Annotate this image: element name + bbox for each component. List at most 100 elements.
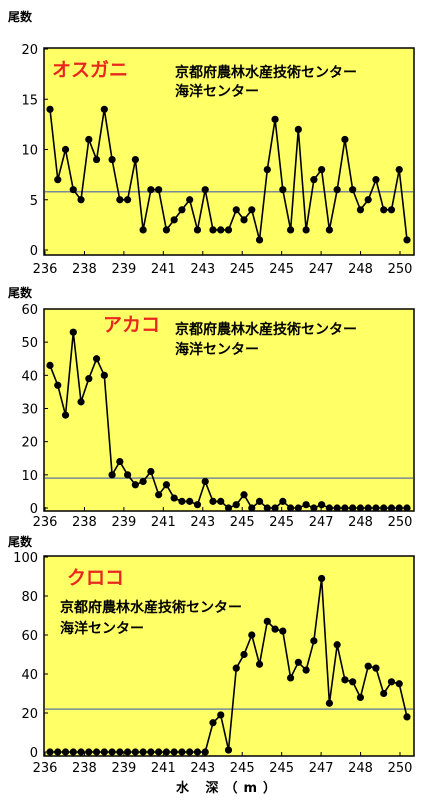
- x-tick-label: 250: [388, 761, 413, 776]
- data-point: [240, 650, 248, 659]
- data-point: [92, 355, 101, 363]
- data-point: [380, 206, 388, 214]
- x-tick-label: 241: [151, 515, 176, 530]
- x-tick-label: 241: [151, 761, 176, 776]
- data-point: [387, 504, 396, 512]
- data-point: [286, 674, 295, 682]
- data-point: [124, 748, 132, 756]
- data-point: [279, 627, 287, 635]
- data-point: [92, 155, 101, 164]
- y-axis-label: 尾数: [8, 285, 33, 300]
- panel-osugani: 尾数 オスガニ 京都府農林水産技術センター 海洋センター 0 5 10 15 20 236…: [8, 9, 415, 277]
- data-point: [69, 748, 77, 756]
- data-point: [255, 497, 264, 505]
- data-point: [403, 504, 411, 512]
- y-axis-label: 尾数: [8, 9, 33, 24]
- data-point: [193, 501, 202, 509]
- y-tick-label: 10: [21, 469, 38, 484]
- data-point: [286, 504, 295, 512]
- data-point: [178, 497, 186, 505]
- data-point: [271, 115, 279, 123]
- data-point: [54, 381, 62, 389]
- x-tick-label: 248: [348, 761, 373, 776]
- data-point: [147, 186, 155, 194]
- y-tick-label: 0: [30, 244, 38, 259]
- data-point: [147, 748, 155, 756]
- y-tick-label: 20: [21, 43, 38, 58]
- credit-line-2: 海洋センター: [175, 341, 259, 358]
- x-axis-label: 水 深（m）: [176, 780, 282, 796]
- data-point: [380, 689, 388, 698]
- x-tick-label: 245: [269, 515, 294, 530]
- x-tick-label: 238: [72, 761, 97, 776]
- y-tick-label: 60: [21, 303, 38, 318]
- data-point: [61, 748, 70, 756]
- data-point: [124, 196, 132, 204]
- data-point: [302, 501, 310, 509]
- data-point: [318, 501, 326, 509]
- data-point: [341, 676, 349, 684]
- data-point: [255, 236, 264, 244]
- data-point: [403, 713, 411, 721]
- data-point: [162, 748, 171, 756]
- data-point: [294, 504, 302, 512]
- data-point: [108, 155, 116, 164]
- data-point: [263, 166, 271, 174]
- x-tick-label: 243: [190, 761, 215, 776]
- series-layer: 0 5 10 15 20 236 238 239 241 243 245 245 247 248 250: [21, 43, 413, 277]
- data-point: [69, 186, 77, 194]
- data-point: [310, 637, 318, 645]
- data-point: [61, 411, 70, 419]
- data-point: [333, 504, 341, 512]
- data-point: [341, 135, 349, 144]
- data-point: [279, 497, 287, 505]
- chart-title: クロコ: [67, 567, 124, 589]
- data-point: [356, 504, 365, 512]
- data-point: [302, 226, 310, 234]
- data-point: [92, 748, 101, 756]
- x-tick-label: 241: [151, 262, 176, 277]
- data-point: [201, 748, 209, 756]
- data-point: [139, 477, 147, 486]
- data-point: [155, 491, 163, 499]
- data-point: [310, 176, 318, 184]
- x-tick-label: 245: [230, 262, 255, 277]
- data-point: [364, 196, 372, 204]
- data-point: [349, 504, 357, 512]
- data-point: [364, 504, 372, 512]
- x-tick-label: 248: [348, 262, 373, 277]
- data-point: [372, 504, 380, 512]
- data-point: [387, 206, 396, 214]
- x-tick-label: 250: [388, 262, 413, 277]
- data-point: [232, 664, 240, 672]
- data-point: [77, 398, 85, 406]
- data-point: [349, 186, 357, 194]
- x-tick-label: 247: [309, 761, 334, 776]
- data-point: [356, 206, 365, 214]
- credit-line-1: 京都府農林水産技術センター: [60, 599, 242, 616]
- data-point: [325, 226, 333, 234]
- data-point: [201, 186, 209, 194]
- data-point: [372, 664, 380, 672]
- x-tick-label: 243: [190, 515, 215, 530]
- plot-area: [43, 47, 415, 256]
- y-tick-label: 0: [30, 746, 38, 761]
- chart-title: オスガニ: [52, 59, 128, 81]
- y-tick-label: 20: [21, 707, 38, 722]
- data-point: [170, 748, 178, 756]
- data-point: [108, 748, 116, 756]
- data-point: [217, 711, 225, 719]
- data-point: [100, 748, 108, 756]
- data-point: [186, 497, 194, 505]
- data-point: [356, 693, 365, 702]
- data-point: [186, 196, 194, 204]
- data-point: [139, 748, 147, 756]
- data-point: [209, 226, 217, 234]
- data-point: [318, 574, 326, 583]
- data-point: [380, 504, 388, 512]
- y-tick-label: 20: [21, 436, 38, 451]
- data-point: [209, 497, 217, 505]
- data-point: [325, 699, 333, 707]
- data-point: [116, 748, 124, 756]
- data-point: [46, 105, 54, 113]
